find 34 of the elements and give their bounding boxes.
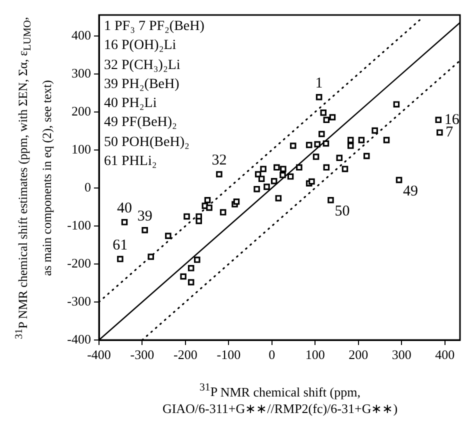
annotation: 50 POH(BeH)₂ bbox=[104, 134, 190, 152]
x-tick-label: 100 bbox=[305, 347, 325, 362]
x-tick-label: 400 bbox=[435, 347, 455, 362]
y-tick-label: -100 bbox=[67, 217, 91, 232]
annotation: 49 PF(BeH)₂ bbox=[104, 114, 178, 132]
x-tick-label: 300 bbox=[392, 347, 412, 362]
annotation: 39 bbox=[137, 208, 152, 225]
y-tick-label: -200 bbox=[67, 255, 91, 270]
x-tick-label: -100 bbox=[216, 347, 241, 362]
y-tick-label: -300 bbox=[67, 293, 91, 308]
annotation: 32 P(CH₃)₂Li bbox=[104, 56, 182, 75]
annotation: 50 bbox=[334, 204, 350, 220]
annotation: 1 bbox=[315, 76, 323, 92]
annotation: 61 PHLi₂ bbox=[104, 153, 158, 172]
y-tick-label: -400 bbox=[67, 331, 91, 346]
x-tick-label: -400 bbox=[87, 347, 111, 362]
x-tick-label: 0 bbox=[268, 347, 276, 362]
y-tick-label: 400 bbox=[72, 27, 91, 42]
annotation: 49 bbox=[403, 183, 418, 200]
annotation: 40 PH₂Li bbox=[104, 95, 158, 114]
y-tick-label: 300 bbox=[72, 65, 91, 80]
annotation: 39 PH₂(BeH) bbox=[104, 76, 180, 94]
annotation: 40 bbox=[117, 200, 132, 217]
annotation: 1 PF₃ 7 PF₂(BeH) bbox=[104, 18, 204, 36]
x-tick-label: 200 bbox=[348, 347, 368, 362]
x-tick-label: -300 bbox=[130, 347, 154, 362]
annotation: 61 bbox=[112, 237, 128, 254]
y-tick-label: 200 bbox=[72, 103, 91, 118]
annotation: 16 P(OH)₂Li bbox=[104, 37, 178, 56]
x-axis-title: $^{31}$P NMR chemical shift (ppm, GIAO/6-311+G∗∗//RMP2(fc)/6-31+G∗∗) bbox=[162, 382, 398, 416]
annotation: 32 bbox=[212, 152, 227, 169]
y-tick-label: 0 bbox=[84, 179, 91, 194]
y-tick-label: 100 bbox=[72, 141, 91, 156]
x-tick-label: -200 bbox=[174, 347, 198, 362]
